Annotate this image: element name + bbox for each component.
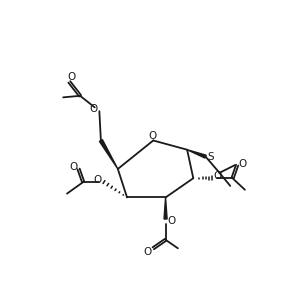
Polygon shape <box>164 198 167 219</box>
Text: O: O <box>94 175 102 185</box>
Text: O: O <box>239 159 247 169</box>
Text: O: O <box>214 171 222 181</box>
Text: O: O <box>68 72 76 82</box>
Text: O: O <box>148 131 156 141</box>
Text: O: O <box>90 104 98 114</box>
Text: O: O <box>168 215 176 226</box>
Text: O: O <box>69 162 77 173</box>
Text: S: S <box>208 152 214 162</box>
Polygon shape <box>187 150 206 158</box>
Text: O: O <box>144 247 152 257</box>
Polygon shape <box>99 139 118 169</box>
